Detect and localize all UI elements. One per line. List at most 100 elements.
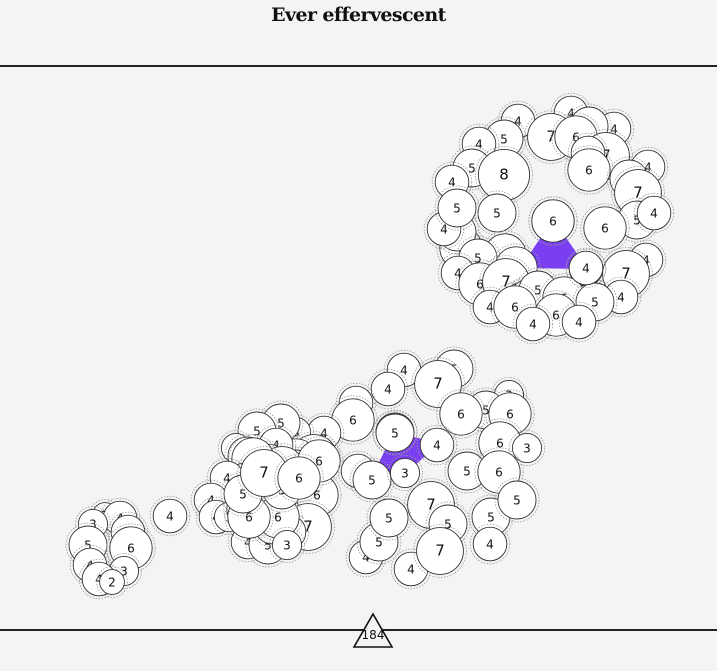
bubble-value: 6 [506, 408, 514, 422]
bubble-value: 4 [617, 291, 625, 305]
bubble[interactable]: 3 [508, 429, 545, 466]
bubble[interactable]: 4 [469, 523, 511, 565]
bubble-value: 6 [295, 472, 303, 486]
bubble[interactable]: 3 [268, 527, 305, 564]
bubble-circle [497, 480, 537, 520]
bubble-value: 3 [401, 467, 409, 481]
bubble-value: 5 [591, 296, 599, 310]
bubble-circle [277, 456, 321, 500]
bubble-value: 6 [496, 437, 504, 451]
bubble-value: 6 [601, 222, 609, 236]
bubble-value: 5 [493, 207, 501, 221]
bubble-value: 6 [349, 414, 357, 428]
header: Ever effervescent [0, 0, 717, 66]
bubble-value: 4 [650, 207, 658, 221]
bubble[interactable]: 6 [564, 145, 614, 195]
bubble-value: 4 [440, 223, 448, 237]
bubble[interactable]: 5 [494, 477, 540, 523]
bubble[interactable]: 7 [413, 524, 467, 578]
bottom-divider [0, 629, 717, 631]
bubble-circle [375, 413, 415, 453]
bubble-halo [474, 145, 533, 204]
bubble[interactable]: 2 [96, 566, 128, 598]
bubble[interactable]: 4 [416, 424, 458, 466]
bubble-halo [411, 357, 465, 411]
bubble-value: 7 [546, 128, 556, 146]
bubble-value: 5 [239, 488, 247, 502]
bubble-value: 5 [368, 474, 376, 488]
bubble-halo [611, 166, 665, 220]
bubble-value: 6 [476, 278, 484, 292]
bubble-value: 6 [572, 131, 580, 145]
bubble[interactable]: 4 [512, 303, 554, 345]
bubble[interactable]: 5 [372, 410, 418, 456]
bubble-value: 4 [610, 123, 618, 137]
bubble-circle [416, 527, 464, 575]
bubble[interactable]: 4 [558, 301, 600, 343]
bubble-value: 4 [475, 138, 483, 152]
bubble-value: 7 [259, 464, 269, 482]
bubble-halo [149, 495, 191, 537]
bubble[interactable]: 5 [366, 495, 412, 541]
bubble-value: 4 [644, 161, 652, 175]
bubble-value: 7 [601, 147, 611, 165]
bubble[interactable]: 6 [528, 196, 578, 246]
bubble-value: 5 [474, 252, 482, 266]
bubble[interactable]: 5 [434, 185, 480, 231]
bubble-value: 7 [435, 542, 445, 560]
bubble-value: 4 [95, 573, 103, 587]
bubble-circle [583, 206, 627, 250]
selection-shape [521, 220, 587, 269]
bubble-circle [636, 195, 672, 231]
bubble-circle [531, 199, 575, 243]
bubble-halo [469, 523, 511, 565]
bubble-value: 5 [277, 417, 285, 431]
bubble-value: 4 [582, 262, 590, 276]
bubble-halo [367, 368, 409, 410]
bubble[interactable]: 4 [149, 495, 191, 537]
bubble[interactable]: 6 [436, 389, 486, 439]
bubble-halo [268, 527, 305, 564]
bubble[interactable]: 5 [349, 457, 395, 503]
bubble[interactable]: 5 [474, 190, 520, 236]
bubble-value: 5 [487, 511, 495, 525]
bubble-halo [404, 478, 458, 532]
bubble-value: 4 [529, 318, 537, 332]
bubble-value: 5 [375, 536, 383, 550]
bubble-halo [416, 424, 458, 466]
bubble-value: 7 [633, 184, 643, 202]
bubble[interactable]: 6 [580, 203, 630, 253]
bubble-value: 6 [552, 309, 560, 323]
bubble-circle [352, 460, 392, 500]
bubble-value: 6 [549, 215, 557, 229]
bubble[interactable]: 4 [633, 192, 675, 234]
bubble[interactable]: 6 [274, 453, 324, 503]
bubble-circle [472, 526, 508, 562]
bubble-value: 5 [453, 202, 461, 216]
bubble-halo [436, 389, 486, 439]
bubble[interactable]: 4 [565, 247, 607, 289]
score-indicator: 184 [352, 612, 394, 648]
bubble-circle [389, 457, 421, 489]
bubble-value: 5 [468, 162, 476, 176]
bubble-circle [419, 427, 455, 463]
bubble-value: 4 [400, 364, 408, 378]
bubble-value: 5 [513, 494, 521, 508]
bubble-value: 7 [426, 496, 436, 514]
bubble-halo [558, 301, 600, 343]
bubble-halo [580, 203, 630, 253]
bubble-value: 5 [463, 465, 471, 479]
bubble-circle [370, 371, 406, 407]
bubble-halo [224, 492, 274, 542]
bubble-circle [437, 188, 477, 228]
bubble-value: 7 [621, 265, 631, 283]
bubble[interactable]: 3 [386, 454, 423, 491]
bubble-value: 8 [499, 166, 509, 184]
bubble-halo [485, 389, 535, 439]
bubble[interactable]: 4 [367, 368, 409, 410]
bubble-halo [366, 495, 412, 541]
bubble-value: 5 [385, 512, 393, 526]
bubble-halo [508, 429, 545, 466]
bubble-value: 6 [585, 164, 593, 178]
